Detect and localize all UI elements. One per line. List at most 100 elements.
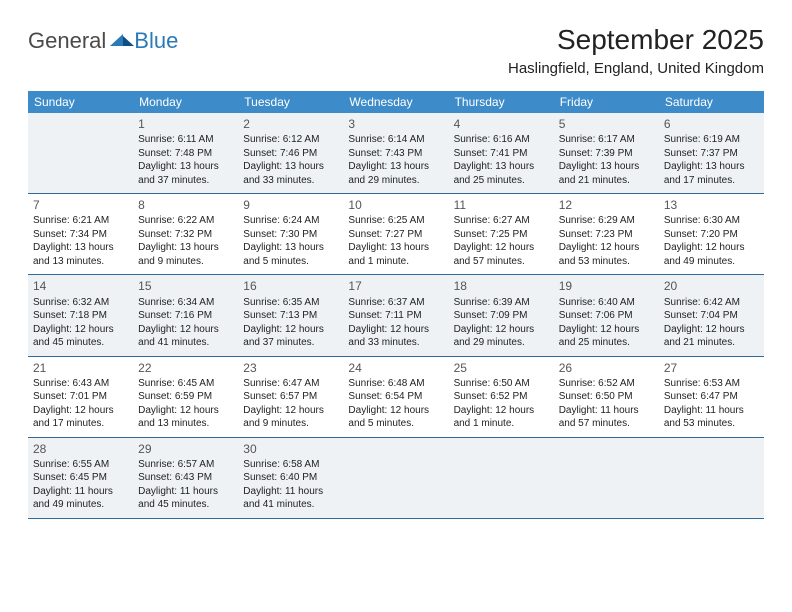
day-number: 14	[33, 278, 128, 294]
daylight-line: Daylight: 13 hours and 37 minutes.	[138, 160, 233, 187]
sunrise-line: Sunrise: 6:37 AM	[348, 296, 443, 310]
page-title: September 2025	[508, 24, 764, 56]
daylight-line: Daylight: 12 hours and 33 minutes.	[348, 323, 443, 350]
sunset-line: Sunset: 6:40 PM	[243, 471, 338, 485]
day-cell: 3Sunrise: 6:14 AMSunset: 7:43 PMDaylight…	[343, 113, 448, 193]
day-cell: 28Sunrise: 6:55 AMSunset: 6:45 PMDayligh…	[28, 438, 133, 518]
sunset-line: Sunset: 7:43 PM	[348, 147, 443, 161]
sunset-line: Sunset: 6:57 PM	[243, 390, 338, 404]
daylight-line: Daylight: 13 hours and 9 minutes.	[138, 241, 233, 268]
daylight-line: Daylight: 11 hours and 41 minutes.	[243, 485, 338, 512]
week-row: 14Sunrise: 6:32 AMSunset: 7:18 PMDayligh…	[28, 275, 764, 356]
day-number: 26	[559, 360, 654, 376]
day-number: 3	[348, 116, 443, 132]
daylight-line: Daylight: 13 hours and 1 minute.	[348, 241, 443, 268]
daylight-line: Daylight: 13 hours and 5 minutes.	[243, 241, 338, 268]
day-cell	[343, 438, 448, 518]
day-number: 30	[243, 441, 338, 457]
calendar: SundayMondayTuesdayWednesdayThursdayFrid…	[28, 91, 764, 519]
day-cell: 10Sunrise: 6:25 AMSunset: 7:27 PMDayligh…	[343, 194, 448, 274]
sunrise-line: Sunrise: 6:57 AM	[138, 458, 233, 472]
sunset-line: Sunset: 7:27 PM	[348, 228, 443, 242]
daylight-line: Daylight: 12 hours and 45 minutes.	[33, 323, 128, 350]
day-number: 10	[348, 197, 443, 213]
day-number: 17	[348, 278, 443, 294]
day-cell: 7Sunrise: 6:21 AMSunset: 7:34 PMDaylight…	[28, 194, 133, 274]
daylight-line: Daylight: 11 hours and 53 minutes.	[664, 404, 759, 431]
sunset-line: Sunset: 7:25 PM	[454, 228, 549, 242]
day-number: 1	[138, 116, 233, 132]
daylight-line: Daylight: 12 hours and 21 minutes.	[664, 323, 759, 350]
sunrise-line: Sunrise: 6:53 AM	[664, 377, 759, 391]
sunrise-line: Sunrise: 6:45 AM	[138, 377, 233, 391]
sunrise-line: Sunrise: 6:55 AM	[33, 458, 128, 472]
title-block: September 2025 Haslingfield, England, Un…	[508, 24, 764, 77]
weekday-cell: Sunday	[28, 91, 133, 113]
day-number: 2	[243, 116, 338, 132]
day-number: 18	[454, 278, 549, 294]
day-cell: 15Sunrise: 6:34 AMSunset: 7:16 PMDayligh…	[133, 275, 238, 355]
week-row: 7Sunrise: 6:21 AMSunset: 7:34 PMDaylight…	[28, 194, 764, 275]
sunset-line: Sunset: 6:47 PM	[664, 390, 759, 404]
sunrise-line: Sunrise: 6:58 AM	[243, 458, 338, 472]
sunrise-line: Sunrise: 6:50 AM	[454, 377, 549, 391]
daylight-line: Daylight: 12 hours and 17 minutes.	[33, 404, 128, 431]
day-number: 29	[138, 441, 233, 457]
day-cell: 9Sunrise: 6:24 AMSunset: 7:30 PMDaylight…	[238, 194, 343, 274]
day-number: 7	[33, 197, 128, 213]
daylight-line: Daylight: 13 hours and 13 minutes.	[33, 241, 128, 268]
daylight-line: Daylight: 12 hours and 13 minutes.	[138, 404, 233, 431]
day-cell: 16Sunrise: 6:35 AMSunset: 7:13 PMDayligh…	[238, 275, 343, 355]
sunrise-line: Sunrise: 6:39 AM	[454, 296, 549, 310]
daylight-line: Daylight: 13 hours and 29 minutes.	[348, 160, 443, 187]
sunset-line: Sunset: 6:54 PM	[348, 390, 443, 404]
sunset-line: Sunset: 6:43 PM	[138, 471, 233, 485]
day-number: 21	[33, 360, 128, 376]
day-cell: 30Sunrise: 6:58 AMSunset: 6:40 PMDayligh…	[238, 438, 343, 518]
daylight-line: Daylight: 13 hours and 33 minutes.	[243, 160, 338, 187]
sunrise-line: Sunrise: 6:22 AM	[138, 214, 233, 228]
daylight-line: Daylight: 12 hours and 57 minutes.	[454, 241, 549, 268]
weeks-container: 1Sunrise: 6:11 AMSunset: 7:48 PMDaylight…	[28, 113, 764, 519]
daylight-line: Daylight: 12 hours and 5 minutes.	[348, 404, 443, 431]
day-cell	[554, 438, 659, 518]
weekday-cell: Thursday	[449, 91, 554, 113]
day-cell	[28, 113, 133, 193]
sunrise-line: Sunrise: 6:12 AM	[243, 133, 338, 147]
day-number: 25	[454, 360, 549, 376]
daylight-line: Daylight: 13 hours and 21 minutes.	[559, 160, 654, 187]
header: General Blue September 2025 Haslingfield…	[28, 24, 764, 77]
day-number: 15	[138, 278, 233, 294]
week-row: 1Sunrise: 6:11 AMSunset: 7:48 PMDaylight…	[28, 113, 764, 194]
sunset-line: Sunset: 6:59 PM	[138, 390, 233, 404]
day-number: 9	[243, 197, 338, 213]
day-cell: 1Sunrise: 6:11 AMSunset: 7:48 PMDaylight…	[133, 113, 238, 193]
sunrise-line: Sunrise: 6:34 AM	[138, 296, 233, 310]
daylight-line: Daylight: 12 hours and 9 minutes.	[243, 404, 338, 431]
sunset-line: Sunset: 7:09 PM	[454, 309, 549, 323]
day-number: 11	[454, 197, 549, 213]
day-number: 20	[664, 278, 759, 294]
day-number: 27	[664, 360, 759, 376]
day-number: 6	[664, 116, 759, 132]
day-cell: 5Sunrise: 6:17 AMSunset: 7:39 PMDaylight…	[554, 113, 659, 193]
day-cell: 14Sunrise: 6:32 AMSunset: 7:18 PMDayligh…	[28, 275, 133, 355]
day-cell: 2Sunrise: 6:12 AMSunset: 7:46 PMDaylight…	[238, 113, 343, 193]
weekday-cell: Monday	[133, 91, 238, 113]
day-cell: 26Sunrise: 6:52 AMSunset: 6:50 PMDayligh…	[554, 357, 659, 437]
day-number: 8	[138, 197, 233, 213]
daylight-line: Daylight: 12 hours and 49 minutes.	[664, 241, 759, 268]
day-cell: 4Sunrise: 6:16 AMSunset: 7:41 PMDaylight…	[449, 113, 554, 193]
sunrise-line: Sunrise: 6:27 AM	[454, 214, 549, 228]
day-cell: 8Sunrise: 6:22 AMSunset: 7:32 PMDaylight…	[133, 194, 238, 274]
sunrise-line: Sunrise: 6:48 AM	[348, 377, 443, 391]
sunrise-line: Sunrise: 6:32 AM	[33, 296, 128, 310]
sunset-line: Sunset: 7:34 PM	[33, 228, 128, 242]
daylight-line: Daylight: 12 hours and 1 minute.	[454, 404, 549, 431]
sunrise-line: Sunrise: 6:35 AM	[243, 296, 338, 310]
day-number: 4	[454, 116, 549, 132]
sunset-line: Sunset: 7:13 PM	[243, 309, 338, 323]
sunrise-line: Sunrise: 6:21 AM	[33, 214, 128, 228]
daylight-line: Daylight: 11 hours and 57 minutes.	[559, 404, 654, 431]
weekday-header-row: SundayMondayTuesdayWednesdayThursdayFrid…	[28, 91, 764, 113]
